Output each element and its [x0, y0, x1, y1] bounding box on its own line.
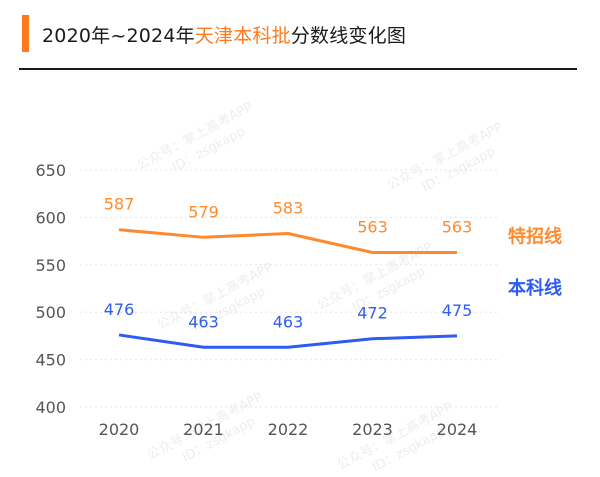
gridlines: [80, 169, 500, 408]
title-highlight: 天津本科批: [194, 25, 291, 47]
y-tick-label: 400: [35, 398, 66, 417]
title-prefix: 2020年~2024年: [42, 25, 195, 47]
data-label: 463: [273, 312, 304, 331]
data-label: 587: [104, 195, 135, 214]
x-tick-label: 2024: [437, 420, 478, 439]
y-axis: 400 450 500 550 600 650: [35, 161, 66, 417]
series-label: 特招线: [508, 225, 562, 247]
x-tick-label: 2021: [183, 420, 224, 439]
x-axis: 2020 2021 2022 2023 2024: [99, 420, 478, 439]
series-line: [118, 228, 457, 254]
data-label: 579: [188, 202, 219, 221]
x-tick-label: 2023: [352, 420, 393, 439]
data-label: 563: [442, 217, 473, 236]
title-divider: [19, 68, 577, 70]
y-tick-label: 650: [35, 161, 66, 180]
series-group: 587 579 583 563 563 特招线 476 463 463 472 475 本科线: [104, 195, 562, 349]
x-tick-label: 2022: [268, 420, 309, 439]
data-label: 472: [357, 304, 388, 323]
y-tick-label: 600: [35, 208, 66, 227]
y-tick-label: 550: [35, 256, 66, 275]
title-accent-bar: [22, 15, 29, 52]
title-suffix: 分数线变化图: [290, 25, 407, 47]
series-label: 本科线: [508, 277, 562, 299]
page-title: 2020年~2024年天津本科批分数线变化图: [42, 21, 406, 48]
data-label: 563: [357, 217, 388, 236]
data-label: 475: [442, 301, 473, 320]
y-tick-label: 500: [35, 303, 66, 322]
x-tick-label: 2020: [99, 420, 140, 439]
data-label: 476: [104, 300, 135, 319]
data-label: 583: [273, 199, 304, 218]
data-label: 463: [188, 312, 219, 331]
series-line: [118, 333, 458, 349]
y-tick-label: 450: [35, 351, 66, 370]
